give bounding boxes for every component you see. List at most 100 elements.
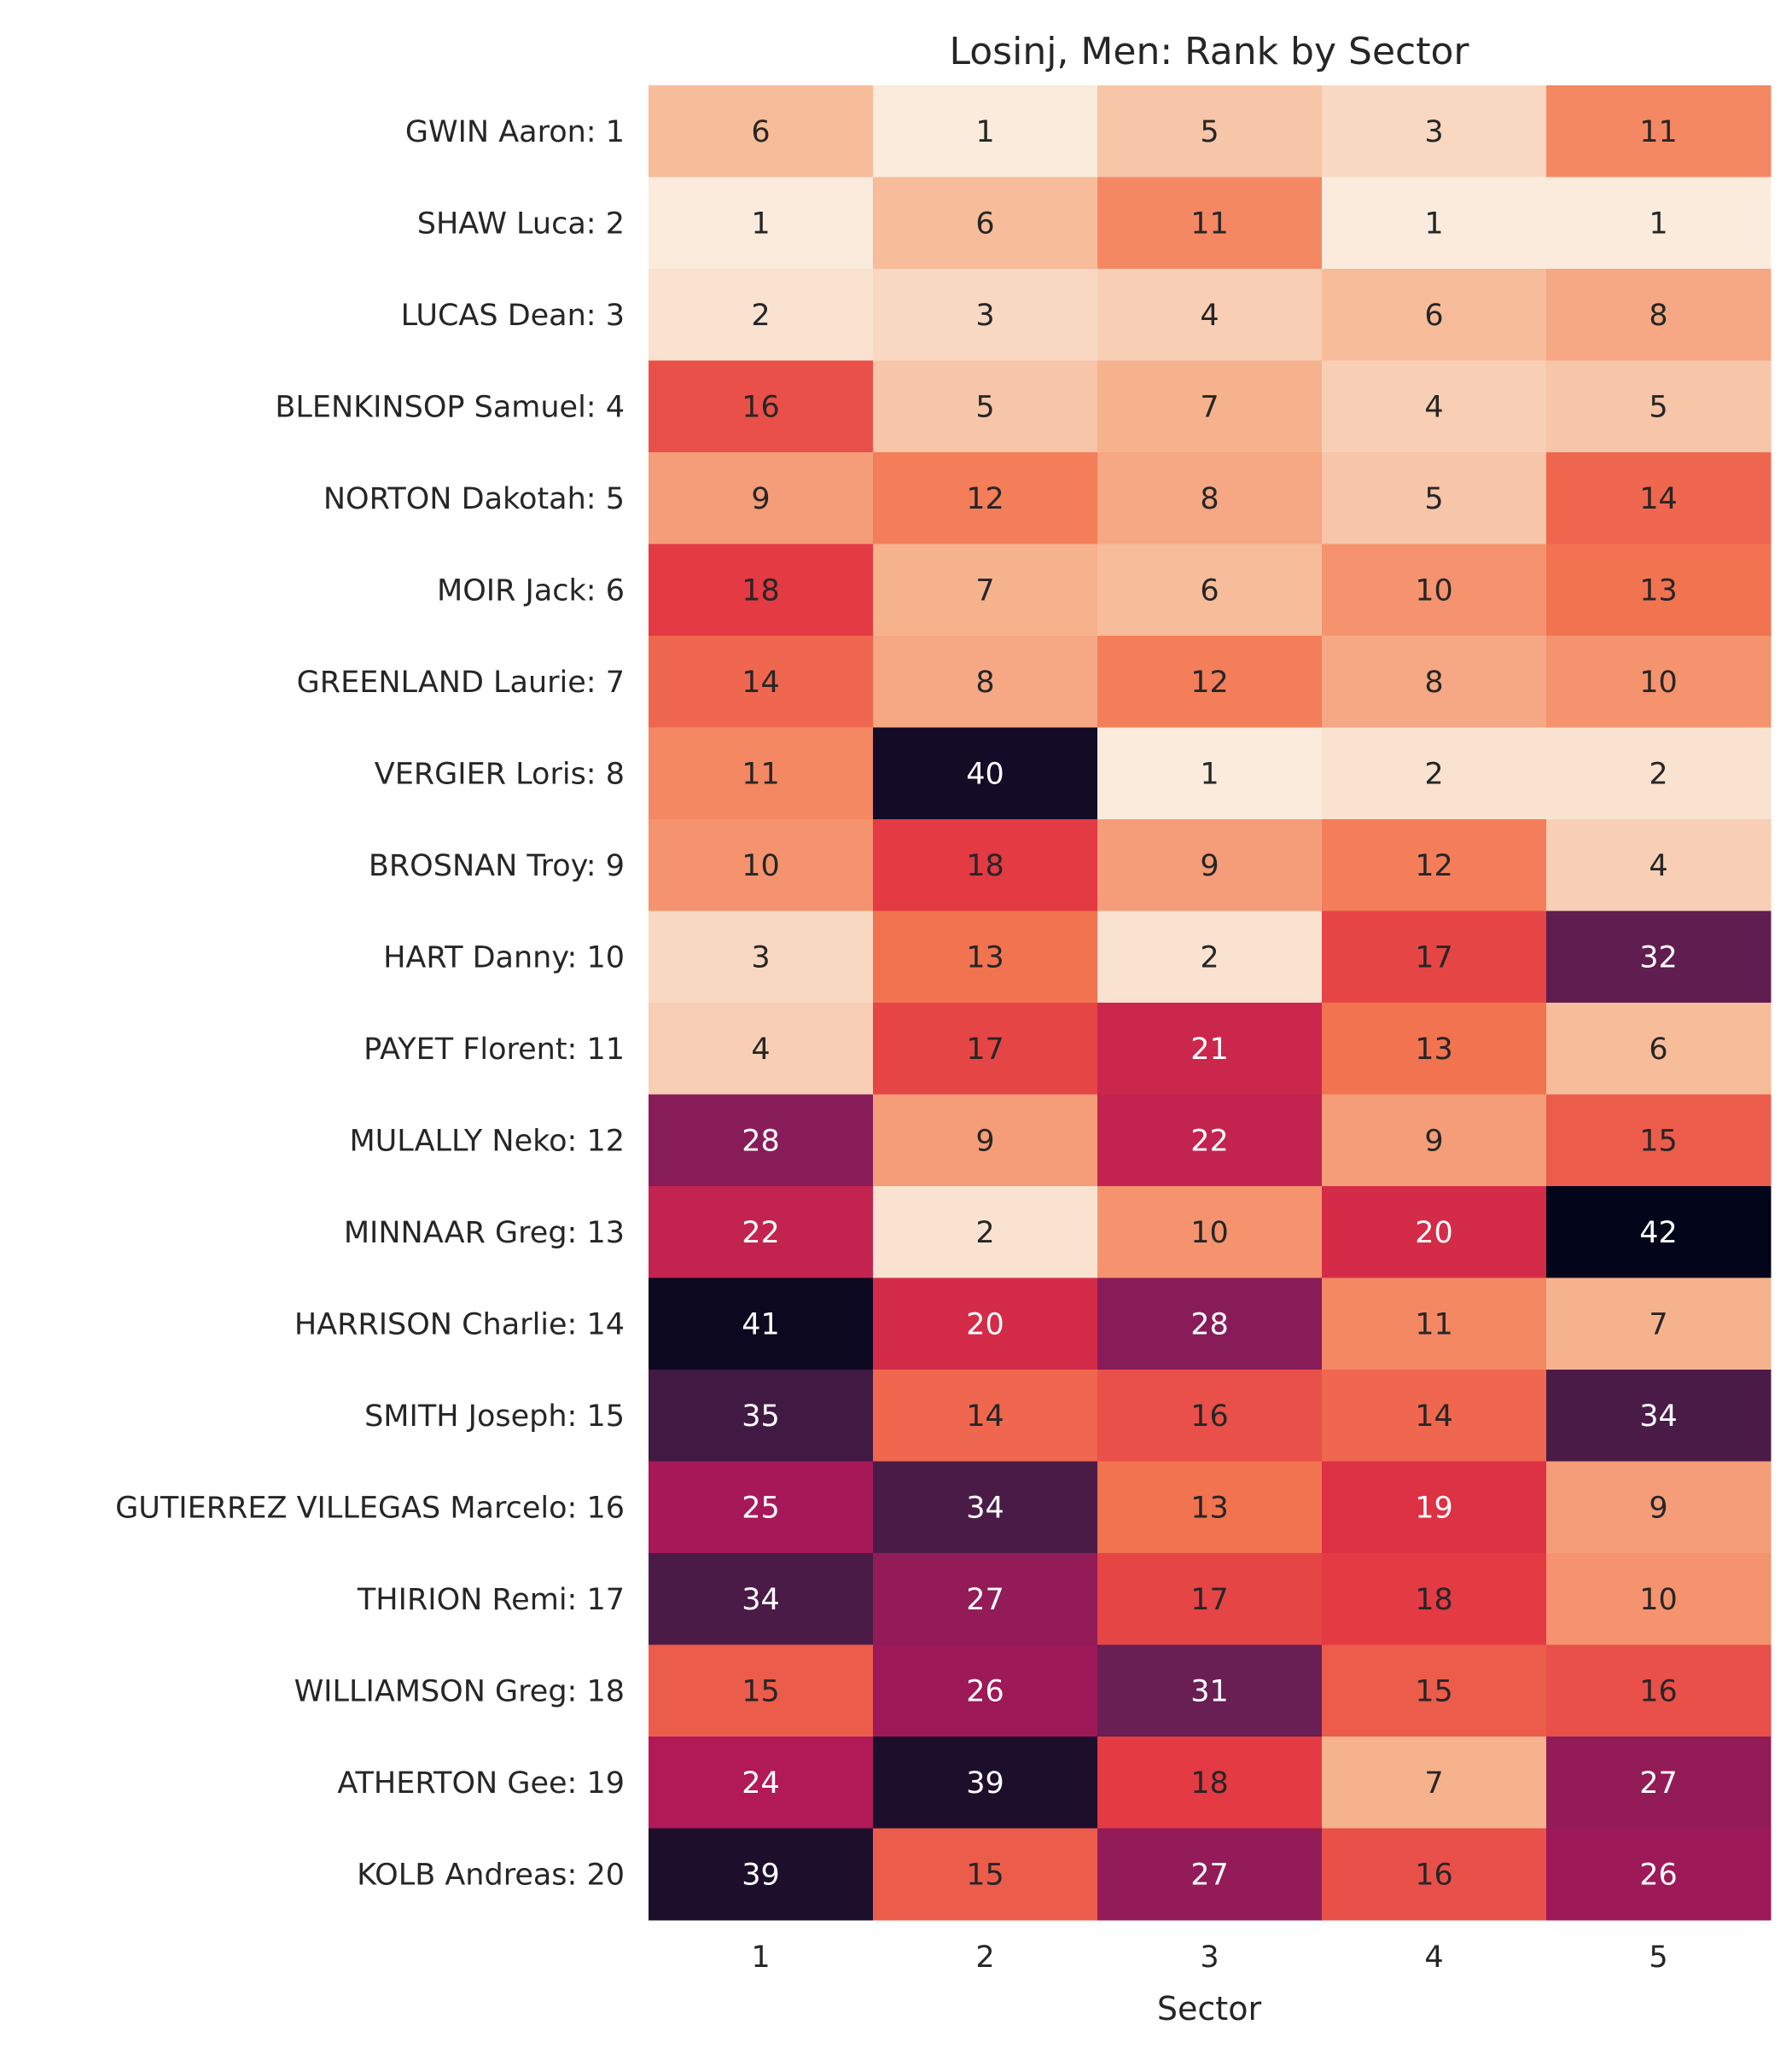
heatmap-cell: [649, 1461, 874, 1554]
cell-value-label: 14: [742, 666, 780, 700]
heatmap-cell: [873, 452, 1098, 544]
cell-value-label: 10: [1639, 666, 1678, 700]
cell-value-label: 22: [742, 1216, 780, 1250]
heatmap-cell: [649, 544, 874, 637]
cell-value-label: 13: [1415, 1033, 1453, 1067]
cell-value-label: 13: [1639, 573, 1678, 608]
cell-value-label: 1: [1424, 207, 1443, 241]
cell-value-label: 7: [1649, 1307, 1667, 1341]
cell-value-label: 10: [1190, 1216, 1229, 1250]
heatmap-cell: [649, 1644, 874, 1737]
cell-value-label: 10: [1639, 1583, 1678, 1617]
cell-value-label: 28: [742, 1124, 780, 1158]
cell-value-label: 18: [742, 573, 780, 608]
heatmap-cell: [1546, 1828, 1772, 1921]
x-tick-label: 1: [751, 1940, 770, 1975]
cell-value-label: 13: [966, 940, 1004, 975]
heatmap-cell: [1546, 452, 1772, 544]
heatmap-cell: [1097, 1186, 1323, 1278]
row-label: HART Danny: 10: [383, 940, 625, 975]
cell-value-label: 25: [742, 1491, 780, 1525]
cell-value-label: 26: [1639, 1858, 1678, 1892]
cell-value-label: 4: [1200, 299, 1219, 333]
heatmap-cell: [1322, 1277, 1547, 1370]
row-label: MOIR Jack: 6: [437, 573, 625, 608]
cell-value-label: 7: [975, 573, 994, 608]
chart-title: Losinj, Men: Rank by Sector: [950, 30, 1470, 73]
cell-value-label: 32: [1639, 940, 1678, 975]
heatmap-cell: [649, 1828, 874, 1921]
heatmap-cell: [1546, 1370, 1772, 1462]
heatmap-cell: [1322, 1737, 1547, 1829]
cell-value-label: 24: [742, 1766, 780, 1801]
heatmap-cell: [1546, 85, 1772, 177]
heatmap-cell: [873, 177, 1098, 270]
heatmap-cell: [1322, 177, 1547, 270]
row-label: MINNAAR Greg: 13: [344, 1216, 625, 1250]
heatmap-cell: [873, 544, 1098, 637]
cell-value-label: 3: [975, 299, 994, 333]
heatmap-cell: [1097, 544, 1323, 637]
cell-value-label: 1: [751, 207, 770, 241]
heatmap-cell: [649, 911, 874, 1004]
cell-value-label: 10: [742, 849, 780, 883]
cell-value-label: 7: [1200, 390, 1219, 424]
heatmap-cell: [1322, 1094, 1547, 1187]
heatmap-cell: [1546, 1461, 1772, 1554]
cell-value-label: 34: [742, 1583, 780, 1617]
cell-value-label: 1: [1649, 207, 1667, 241]
heatmap-cell: [649, 360, 874, 453]
heatmap-cell: [873, 727, 1098, 820]
heatmap-cell: [649, 636, 874, 728]
cell-value-label: 2: [751, 299, 770, 333]
heatmap-cell: [649, 1370, 874, 1462]
cell-value-label: 14: [1639, 482, 1678, 516]
heatmap-cell: [1322, 911, 1547, 1004]
heatmap-cell: [1322, 1553, 1547, 1645]
heatmap-cell: [1322, 1186, 1547, 1278]
row-label: KOLB Andreas: 20: [357, 1858, 625, 1892]
cell-value-label: 21: [1190, 1033, 1229, 1067]
cell-value-label: 12: [1190, 666, 1229, 700]
heatmap-cell: [1322, 819, 1547, 911]
cell-value-label: 40: [966, 757, 1004, 791]
row-label: GUTIERREZ VILLEGAS Marcelo: 16: [115, 1491, 625, 1525]
cell-value-label: 26: [966, 1674, 1004, 1708]
cell-value-label: 6: [975, 207, 994, 241]
heatmap-cell: [1097, 269, 1323, 361]
heatmap-cell: [1097, 1553, 1323, 1645]
row-label: BLENKINSOP Samuel: 4: [275, 390, 625, 424]
heatmap-cell: [1546, 177, 1772, 270]
cell-value-label: 17: [1190, 1583, 1229, 1617]
heatmap-cell: [1546, 360, 1772, 453]
heatmap-cell: [873, 1644, 1098, 1737]
heatmap-cell: [873, 636, 1098, 728]
cell-value-label: 15: [1639, 1124, 1678, 1158]
heatmap-cell: [649, 1003, 874, 1095]
row-label: NORTON Dakotah: 5: [323, 482, 625, 516]
cell-value-label: 12: [966, 482, 1004, 516]
cell-value-label: 20: [1415, 1216, 1453, 1250]
cell-value-label: 16: [1190, 1399, 1229, 1434]
cell-value-label: 17: [1415, 940, 1453, 975]
heatmap-cell: [1546, 1553, 1772, 1645]
heatmap-cell: [1097, 819, 1323, 911]
heatmap-cell: [1546, 911, 1772, 1004]
cell-value-label: 14: [1415, 1399, 1453, 1434]
cell-value-label: 4: [1649, 849, 1667, 883]
cell-value-label: 15: [966, 1858, 1004, 1892]
cell-value-label: 16: [1639, 1674, 1678, 1708]
cell-value-label: 27: [966, 1583, 1004, 1617]
cell-value-label: 39: [966, 1766, 1004, 1801]
heatmap-cell: [649, 269, 874, 361]
heatmap-cell: [1322, 269, 1547, 361]
cell-value-label: 15: [1415, 1674, 1453, 1708]
heatmap-cell: [873, 911, 1098, 1004]
heatmap-cell: [1097, 727, 1323, 820]
cell-value-label: 3: [751, 940, 770, 975]
heatmap-cell: [1322, 1828, 1547, 1921]
row-label: SMITH Joseph: 15: [364, 1399, 625, 1434]
row-label: ATHERTON Gee: 19: [337, 1766, 625, 1801]
cell-value-label: 6: [1649, 1033, 1667, 1067]
